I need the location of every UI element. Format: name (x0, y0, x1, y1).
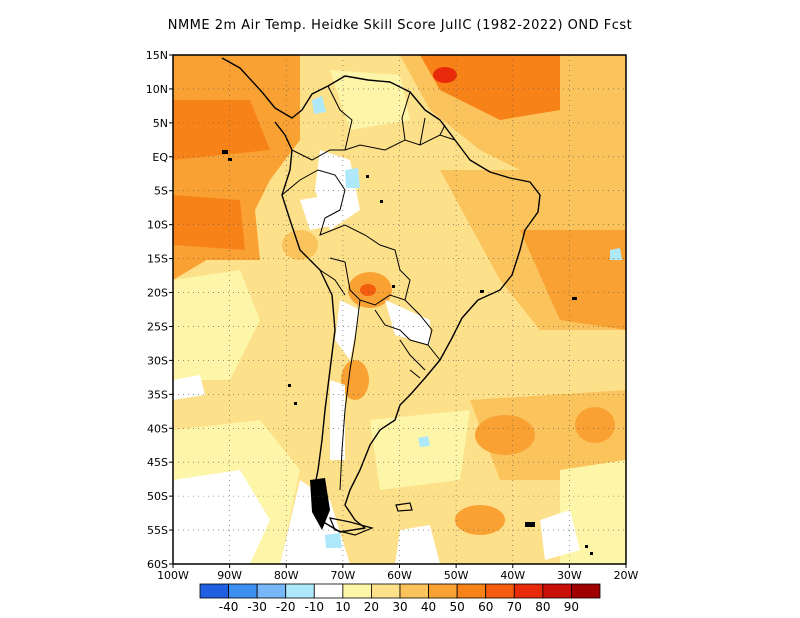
colorbar-swatch (542, 583, 572, 599)
lat-label-60S: 60S (147, 558, 168, 571)
lat-label-5S: 5S (154, 185, 168, 198)
colorbar-label: 90 (564, 600, 579, 614)
colorbar-label: 50 (450, 600, 465, 614)
colorbar-label: 10 (335, 600, 350, 614)
lat-label-10N: 10N (146, 83, 168, 96)
colorbar-swatch (513, 583, 544, 599)
colorbar-label: -30 (247, 600, 267, 614)
colorbar: -40 -30 -20 -10 10 20 30 40 50 60 70 80 90 (199, 583, 601, 614)
colorbar-label: 20 (364, 600, 379, 614)
lat-label-20S: 20S (147, 287, 168, 300)
colorbar-label: -20 (276, 600, 296, 614)
lat-label-35S: 35S (147, 388, 168, 401)
colorbar-swatch (371, 583, 401, 599)
lon-label-60W: 60W (387, 569, 412, 582)
lat-label-10S: 10S (147, 219, 168, 232)
lon-label-30W: 30W (557, 569, 582, 582)
colorbar-swatch (256, 583, 287, 599)
lat-label-25S: 25S (147, 320, 168, 333)
lat-label-45S: 45S (147, 456, 168, 469)
lat-label-15S: 15S (147, 253, 168, 266)
colorbar-label: -40 (219, 600, 239, 614)
colorbar-label: 70 (507, 600, 522, 614)
lat-label-5N: 5N (153, 117, 168, 130)
lon-label-100W: 100W (157, 569, 189, 582)
colorbar-swatch (199, 583, 229, 599)
lat-label-30S: 30S (147, 354, 168, 367)
lat-label-50S: 50S (147, 490, 168, 503)
map-field (173, 55, 626, 564)
colorbar-swatch (571, 583, 601, 599)
lon-label-40W: 40W (500, 569, 525, 582)
colorbar-swatch (456, 583, 487, 599)
colorbar-label: 30 (392, 600, 407, 614)
colorbar-swatch (342, 583, 372, 599)
lat-label-EQ: EQ (152, 151, 168, 164)
lat-label-55S: 55S (147, 524, 168, 537)
colorbar-swatch (485, 583, 515, 599)
colorbar-label: 40 (421, 600, 436, 614)
lat-label-15N: 15N (146, 49, 168, 62)
lat-label-40S: 40S (147, 422, 168, 435)
colorbar-label: 60 (478, 600, 493, 614)
colorbar-swatch (428, 583, 458, 599)
latitude-labels: 15N 10N 5N EQ 5S 10S 15S 20S 25S 30S 35S 40S 45S 50S 5… (146, 49, 173, 571)
lon-label-70W: 70W (330, 569, 355, 582)
graticule (173, 55, 626, 564)
lon-label-20W: 20W (614, 569, 639, 582)
colorbar-label: 80 (535, 600, 550, 614)
longitude-labels: 100W 90W 80W 70W 60W 50W 40W 30W 20W (157, 564, 639, 582)
colorbar-swatch (228, 583, 258, 599)
colorbar-swatch (399, 583, 429, 599)
lon-label-90W: 90W (217, 569, 242, 582)
colorbar-swatch (285, 583, 315, 599)
colorbar-swatch (313, 583, 344, 599)
colorbar-label: -10 (304, 600, 324, 614)
country-borders (281, 85, 456, 491)
lon-label-80W: 80W (274, 569, 299, 582)
lon-label-50W: 50W (444, 569, 469, 582)
map-title: NMME 2m Air Temp. Heidke Skill Score Jul… (167, 18, 633, 33)
